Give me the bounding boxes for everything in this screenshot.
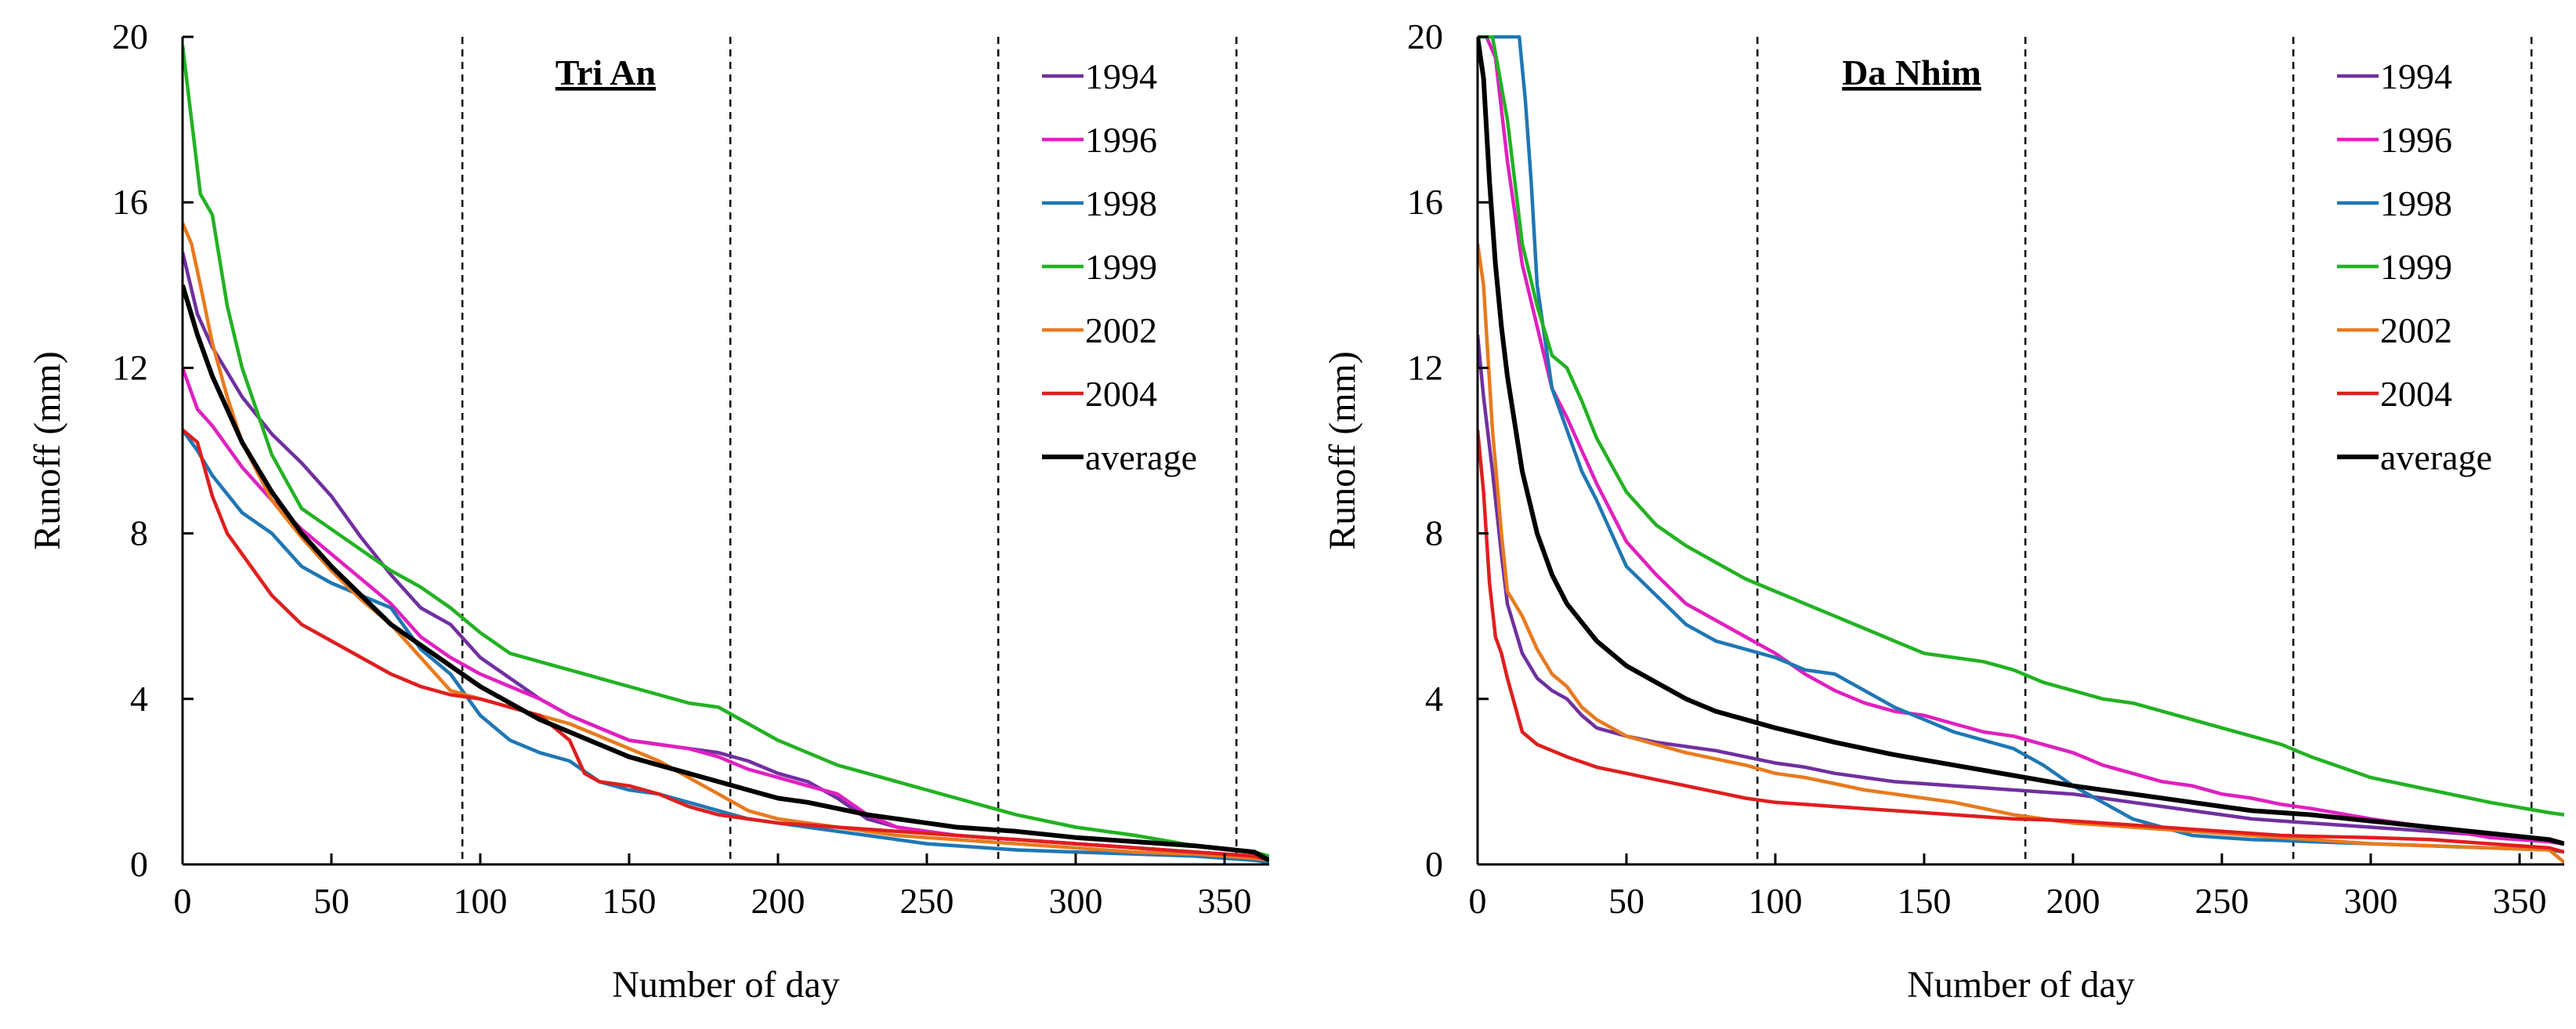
- x-axis-title: Number of day: [1907, 964, 2135, 1005]
- y-tick-label: 0: [130, 844, 148, 884]
- series-line-2004: [183, 428, 1269, 862]
- x-tick-label: 250: [2195, 881, 2249, 921]
- y-tick-label: 16: [112, 182, 148, 222]
- y-tick-label: 12: [1407, 347, 1443, 387]
- series-line-2002: [1478, 243, 2564, 864]
- y-tick-label: 8: [130, 513, 148, 553]
- y-axis-title: Runoff (mm): [27, 351, 68, 550]
- x-tick-label: 150: [1898, 881, 1952, 921]
- chart-title: Da Nhim: [1842, 53, 1981, 92]
- x-axis-title: Number of day: [612, 964, 840, 1005]
- series-line-1994: [1478, 334, 2564, 846]
- y-tick-label: 20: [112, 16, 148, 56]
- legend-label-1999: 1999: [1085, 247, 1157, 287]
- x-tick-label: 350: [2493, 881, 2547, 921]
- x-tick-label: 350: [1198, 881, 1252, 921]
- x-tick-label: 100: [1749, 881, 1803, 921]
- y-tick-label: 8: [1425, 513, 1443, 553]
- y-tick-label: 12: [112, 347, 148, 387]
- x-tick-label: 150: [602, 881, 657, 921]
- legend-label-1998: 1998: [2380, 183, 2452, 223]
- legend-label-1994: 1994: [1085, 56, 1157, 96]
- series-line-2002: [183, 222, 1269, 862]
- x-tick-label: 300: [1049, 881, 1103, 921]
- series-line-1999: [183, 45, 1269, 858]
- legend-label-1996: 1996: [2380, 120, 2452, 160]
- x-tick-label: 200: [751, 881, 805, 921]
- series-line-average: [183, 284, 1269, 863]
- x-tick-label: 0: [174, 881, 192, 921]
- legend-label-2004: 2004: [1085, 374, 1157, 414]
- legend-label-1996: 1996: [1085, 120, 1157, 160]
- y-axis-title: Runoff (mm): [1322, 351, 1363, 550]
- legend-label-1999: 1999: [2380, 247, 2452, 287]
- x-tick-label: 0: [1469, 881, 1487, 921]
- x-tick-label: 200: [2046, 881, 2100, 921]
- x-tick-label: 50: [313, 881, 349, 921]
- legend-label-average: average: [1085, 437, 1197, 477]
- y-tick-label: 4: [130, 679, 148, 719]
- legend-label-2002: 2002: [1085, 310, 1157, 350]
- series-line-1998: [1478, 35, 2564, 854]
- series-line-2004: [1478, 429, 2564, 854]
- x-tick-label: 50: [1608, 881, 1644, 921]
- x-tick-label: 100: [454, 881, 508, 921]
- legend-label-1994: 1994: [2380, 56, 2452, 96]
- x-tick-label: 300: [2344, 881, 2398, 921]
- series-line-1999: [1478, 35, 2564, 817]
- y-tick-label: 0: [1425, 844, 1443, 884]
- legend-label-2004: 2004: [2380, 374, 2452, 414]
- series-line-average: [1478, 36, 2564, 846]
- y-tick-label: 4: [1425, 679, 1443, 719]
- legend-label-average: average: [2380, 437, 2492, 477]
- legend-label-2002: 2002: [2380, 310, 2452, 350]
- y-tick-label: 20: [1407, 16, 1443, 56]
- x-tick-label: 250: [900, 881, 954, 921]
- y-tick-label: 16: [1407, 182, 1443, 222]
- chart-title: Tri An: [555, 53, 656, 92]
- legend-label-1998: 1998: [1085, 183, 1157, 223]
